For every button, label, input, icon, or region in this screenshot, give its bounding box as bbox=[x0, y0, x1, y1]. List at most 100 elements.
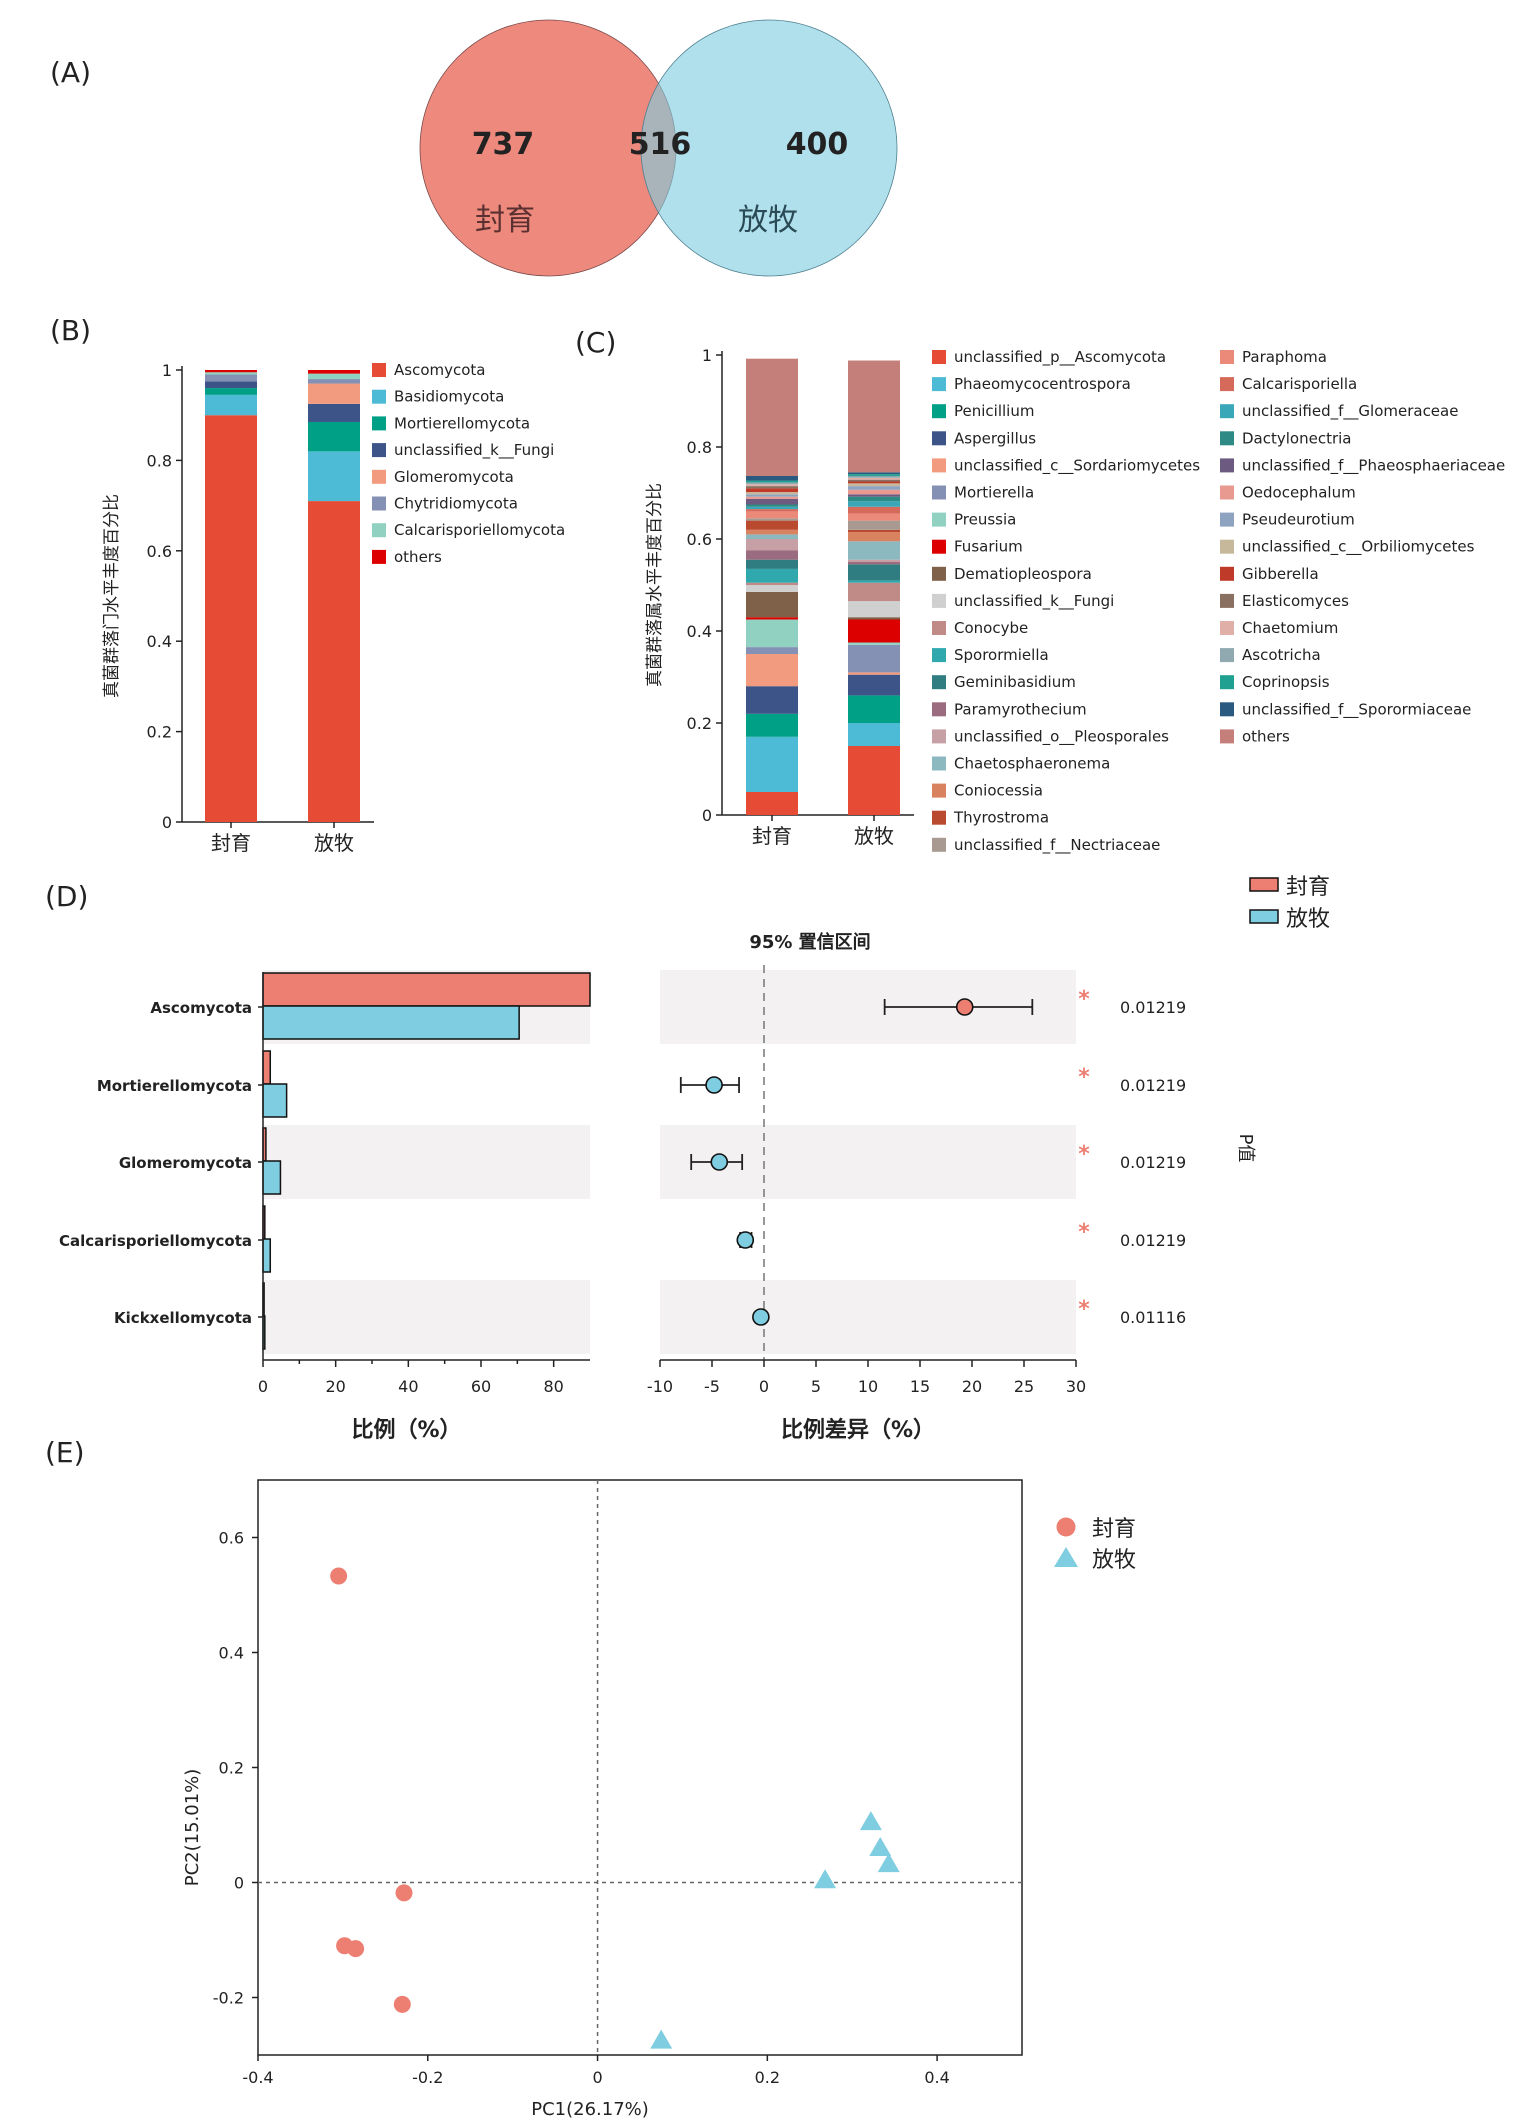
genus-legend-swatch bbox=[932, 837, 946, 852]
pca-point-fangmu bbox=[859, 1811, 882, 1831]
genus-legend-swatch bbox=[932, 593, 946, 608]
genus-legend-swatch bbox=[932, 512, 946, 527]
pca-point-fangmu bbox=[814, 1869, 837, 1889]
pca-point-fengyu bbox=[330, 1567, 348, 1585]
diff-legend-label-fangmu: 放牧 bbox=[1286, 907, 1330, 932]
diff-chart: Ascomycota Mortierellomycota Glomeromycota… bbox=[59, 875, 1330, 1443]
genus-legend-label: Mortierella bbox=[954, 484, 1034, 502]
genus-bar-segment bbox=[848, 501, 900, 507]
genus-bar-segment bbox=[746, 585, 798, 592]
genus-bar-segment bbox=[848, 479, 900, 482]
diff-bar-fangmu bbox=[262, 1005, 520, 1040]
genus-legend-label: Oedocephalum bbox=[1242, 484, 1356, 502]
diff-left-x-tick-label: 0 bbox=[258, 1377, 268, 1396]
genus-bar-segment bbox=[746, 792, 798, 815]
pca-y-tick-label: -0.2 bbox=[213, 1989, 244, 2008]
phylum-y-tick-label: 1 bbox=[162, 361, 172, 380]
genus-bar-segment bbox=[746, 713, 798, 737]
genus-legend-swatch bbox=[932, 539, 946, 554]
diff-point bbox=[705, 1076, 723, 1094]
genus-x-tick-label: 封育 bbox=[752, 824, 792, 848]
diff-significance-star: * bbox=[1078, 987, 1090, 1012]
genus-bar-segment bbox=[746, 492, 798, 495]
genus-bar-segment bbox=[746, 482, 798, 485]
genus-bar-segment bbox=[848, 481, 900, 484]
genus-legend-swatch bbox=[932, 431, 946, 446]
genus-y-tick-label: 0.8 bbox=[687, 438, 712, 457]
phylum-legend-label: Glomeromycota bbox=[394, 468, 514, 486]
phylum-bar-segment bbox=[205, 415, 257, 822]
pca-point-fangmu bbox=[650, 2029, 673, 2049]
genus-bar-segment bbox=[848, 472, 900, 475]
genus-legend-label: Dactylonectria bbox=[1242, 429, 1351, 447]
genus-bar-segment bbox=[848, 496, 900, 502]
genus-legend-swatch bbox=[932, 648, 946, 663]
diff-legend-label-fengyu: 封育 bbox=[1286, 875, 1330, 900]
pca-y-tick-label: 0.6 bbox=[219, 1529, 244, 1548]
diff-right-x-tick-label: 5 bbox=[811, 1377, 821, 1396]
genus-legend-label: Calcarisporiella bbox=[1242, 375, 1357, 393]
pca-x-axis-label: PC1(26.17%) bbox=[531, 2099, 649, 2120]
genus-legend-swatch bbox=[1220, 539, 1234, 554]
phylum-legend-swatch bbox=[372, 443, 386, 458]
genus-bar-segment bbox=[746, 504, 798, 507]
genus-bar-segment bbox=[848, 601, 900, 618]
venn-diagram: 737 516 400 封育 放牧 bbox=[419, 19, 898, 277]
diff-category-label: Ascomycota bbox=[150, 999, 252, 1017]
genus-legend-label: unclassified_f__Glomeraceae bbox=[1242, 402, 1458, 421]
pca-legend-marker-fangmu bbox=[1054, 1547, 1078, 1567]
genus-bar-segment bbox=[746, 520, 798, 530]
phylum-legend-swatch bbox=[372, 363, 386, 377]
phylum-bar-segment bbox=[205, 374, 257, 382]
diff-bar-fengyu bbox=[262, 1050, 272, 1085]
genus-legend-label: unclassified_c__Orbiliomycetes bbox=[1242, 538, 1475, 557]
genus-bar-segment bbox=[746, 358, 798, 476]
diff-right-x-tick-label: 15 bbox=[910, 1377, 930, 1396]
panel-label-a: (A) bbox=[50, 56, 91, 89]
phylum-bar-segment bbox=[205, 370, 257, 373]
genus-bar-segment bbox=[848, 360, 900, 473]
genus-legend-label: Gibberella bbox=[1242, 565, 1319, 583]
genus-legend-swatch bbox=[932, 458, 946, 473]
genus-legend-swatch bbox=[932, 485, 946, 500]
genus-bar-segment bbox=[848, 477, 900, 480]
genus-legend-swatch bbox=[1220, 431, 1234, 446]
diff-bar-fangmu bbox=[262, 1083, 288, 1118]
genus-legend-swatch bbox=[1220, 702, 1234, 717]
diff-right-x-tick-label: -10 bbox=[647, 1377, 673, 1396]
genus-bar-segment bbox=[746, 654, 798, 687]
genus-x-tick-label: 放牧 bbox=[854, 824, 894, 848]
pca-point-fengyu bbox=[393, 1995, 411, 2013]
genus-bar-segment bbox=[848, 695, 900, 723]
phylum-legend-label: Basidiomycota bbox=[394, 388, 504, 406]
genus-bar-segment bbox=[746, 619, 798, 648]
phylum-legend-swatch bbox=[372, 416, 386, 431]
genus-y-tick-label: 0 bbox=[702, 806, 712, 825]
genus-legend-label: Aspergillus bbox=[954, 429, 1036, 447]
phylum-x-tick-label: 封育 bbox=[211, 831, 251, 855]
diff-p-axis-label: P值 bbox=[1235, 1134, 1256, 1163]
phylum-y-tick-label: 0.6 bbox=[147, 542, 172, 561]
diff-left-x-tick-label: 60 bbox=[471, 1377, 491, 1396]
phylum-y-tick-label: 0.2 bbox=[147, 723, 172, 742]
phylum-bar-segment bbox=[308, 370, 360, 374]
diff-band-left bbox=[263, 1125, 590, 1199]
diff-p-value: 0.01219 bbox=[1120, 1231, 1186, 1250]
genus-legend-swatch bbox=[1220, 593, 1234, 608]
diff-category-label: Mortierellomycota bbox=[97, 1077, 252, 1095]
pca-legend-marker-fengyu bbox=[1056, 1517, 1076, 1537]
genus-legend-label: Geminibasidium bbox=[954, 673, 1076, 691]
genus-legend-swatch bbox=[1220, 512, 1234, 527]
genus-bar-segment bbox=[746, 494, 798, 497]
pca-frame bbox=[257, 1479, 1023, 2056]
genus-legend-swatch bbox=[1220, 350, 1234, 364]
genus-bar-segment bbox=[848, 489, 900, 495]
diff-significance-star: * bbox=[1078, 1297, 1090, 1322]
phylum-bar-segment bbox=[308, 501, 360, 822]
genus-legend-label: unclassified_f__Nectriaceae bbox=[954, 836, 1160, 855]
diff-bar-fangmu bbox=[262, 1238, 272, 1273]
panel-label-e: (E) bbox=[45, 1436, 85, 1469]
venn-set-label-fengyu: 封育 bbox=[475, 203, 535, 238]
genus-bar-segment bbox=[746, 617, 798, 620]
diff-point bbox=[736, 1231, 755, 1249]
